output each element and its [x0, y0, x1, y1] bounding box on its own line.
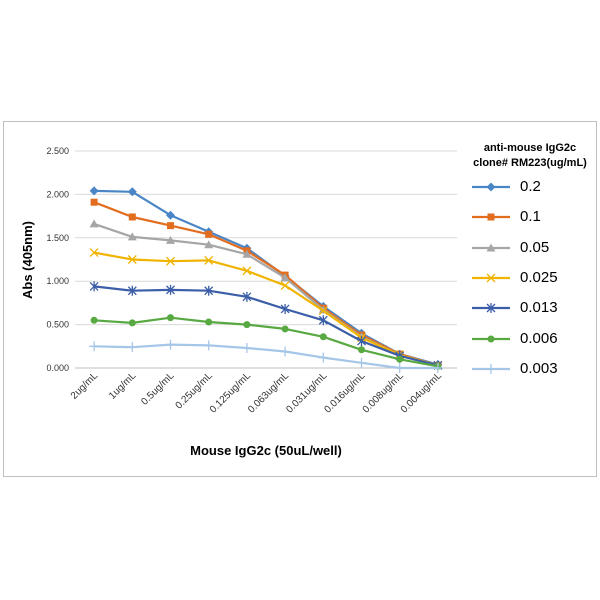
data-point: [487, 335, 495, 342]
series-0.003: [89, 339, 443, 373]
data-point: [242, 266, 252, 276]
data-point: [242, 249, 252, 258]
legend-title-line2: clone# RM223(ug/mL): [473, 157, 587, 169]
legend-label: 0.025: [520, 268, 558, 286]
data-point: [204, 240, 214, 249]
legend-swatch: [472, 213, 510, 221]
data-point: [280, 281, 290, 290]
data-point: [166, 284, 175, 295]
y-tick-label: 1.500: [46, 233, 69, 243]
data-point: [486, 243, 496, 252]
data-point: [394, 363, 405, 373]
y-tick-label: 0.000: [46, 363, 69, 373]
legend-label: 0.05: [520, 238, 550, 256]
series-line: [93, 201, 439, 367]
legend-label: 0.003: [520, 359, 558, 377]
data-point: [356, 357, 367, 368]
series-line: [94, 316, 439, 368]
legend-swatch: [472, 363, 510, 374]
data-point: [241, 343, 252, 354]
y-tick-label: 0.500: [46, 320, 69, 330]
series-line: [93, 222, 439, 367]
data-point: [90, 198, 98, 206]
legend-swatch: [472, 303, 510, 314]
series-lines: [89, 186, 443, 373]
data-point: [127, 255, 137, 264]
legend-title-line1: anti-mouse IgG2c: [483, 142, 577, 154]
data-point: [486, 303, 496, 314]
series-0.006: [90, 314, 442, 370]
x-tick-labels: 2ug/mL 1ug/mL 0.5ug/mL0.25ug/mL0.125ug/mL0…: [69, 370, 444, 415]
legend-swatch: [472, 273, 510, 283]
series-line: [94, 343, 438, 370]
data-point: [280, 303, 290, 314]
data-point: [167, 222, 174, 230]
data-point: [89, 186, 99, 196]
series-line: [93, 285, 439, 367]
data-point: [89, 219, 99, 228]
data-point: [128, 319, 136, 327]
data-point: [487, 213, 495, 221]
data-point: [318, 315, 328, 326]
data-point: [165, 339, 176, 350]
data-point: [89, 341, 100, 352]
data-point: [203, 340, 214, 351]
legend-swatch: [472, 243, 510, 252]
data-point: [166, 256, 175, 266]
legend-label: 0.006: [520, 329, 558, 347]
data-point: [486, 273, 496, 283]
data-point: [205, 318, 213, 326]
data-point: [204, 255, 214, 265]
data-point: [166, 210, 175, 220]
data-point: [281, 325, 289, 333]
legend-label: 0.2: [520, 178, 541, 195]
data-point: [127, 232, 137, 241]
data-point: [280, 273, 290, 282]
data-point: [486, 363, 496, 374]
legend-label: 0.013: [520, 299, 558, 317]
y-tick-labels: 0.000 0.500 1.000 1.500 2.000 2.500: [46, 146, 69, 373]
data-point: [89, 248, 99, 258]
data-point: [127, 187, 137, 197]
x-tick-label: 0.004ug/mL: [399, 370, 444, 415]
y-tick-label: 2.500: [46, 146, 69, 156]
data-point: [319, 333, 327, 341]
data-point: [357, 336, 366, 347]
data-point: [318, 306, 328, 316]
legend-swatch: [472, 335, 510, 342]
series-0.1: [90, 198, 442, 369]
data-point: [128, 213, 136, 221]
chart-frame: [3, 121, 597, 477]
data-point: [89, 281, 99, 292]
data-point: [204, 285, 214, 296]
y-tick-label: 2.000: [46, 189, 69, 199]
data-point: [242, 291, 252, 302]
data-point: [243, 321, 251, 329]
data-point: [166, 235, 175, 244]
data-point: [127, 285, 137, 296]
series-line: [93, 251, 439, 367]
data-point: [280, 346, 291, 357]
data-point: [396, 355, 404, 363]
data-point: [127, 342, 138, 353]
data-point: [90, 316, 98, 324]
x-tick-label: 1ug/mL: [107, 370, 139, 402]
x-axis-label: Mouse IgG2c (50uL/well): [190, 443, 342, 458]
x-tick-label: 0.5ug/mL: [139, 370, 177, 408]
data-point: [486, 182, 496, 192]
data-point: [318, 352, 329, 363]
x-tick-label: 2ug/mL: [69, 370, 101, 402]
data-point: [205, 230, 213, 238]
data-point: [432, 363, 443, 373]
data-point: [167, 314, 174, 322]
y-axis-label: Abs (405nm): [20, 221, 35, 299]
legend-swatch: [472, 182, 510, 192]
data-point: [358, 346, 365, 354]
legend-label: 0.1: [520, 208, 541, 226]
y-tick-label: 1.000: [46, 276, 69, 286]
